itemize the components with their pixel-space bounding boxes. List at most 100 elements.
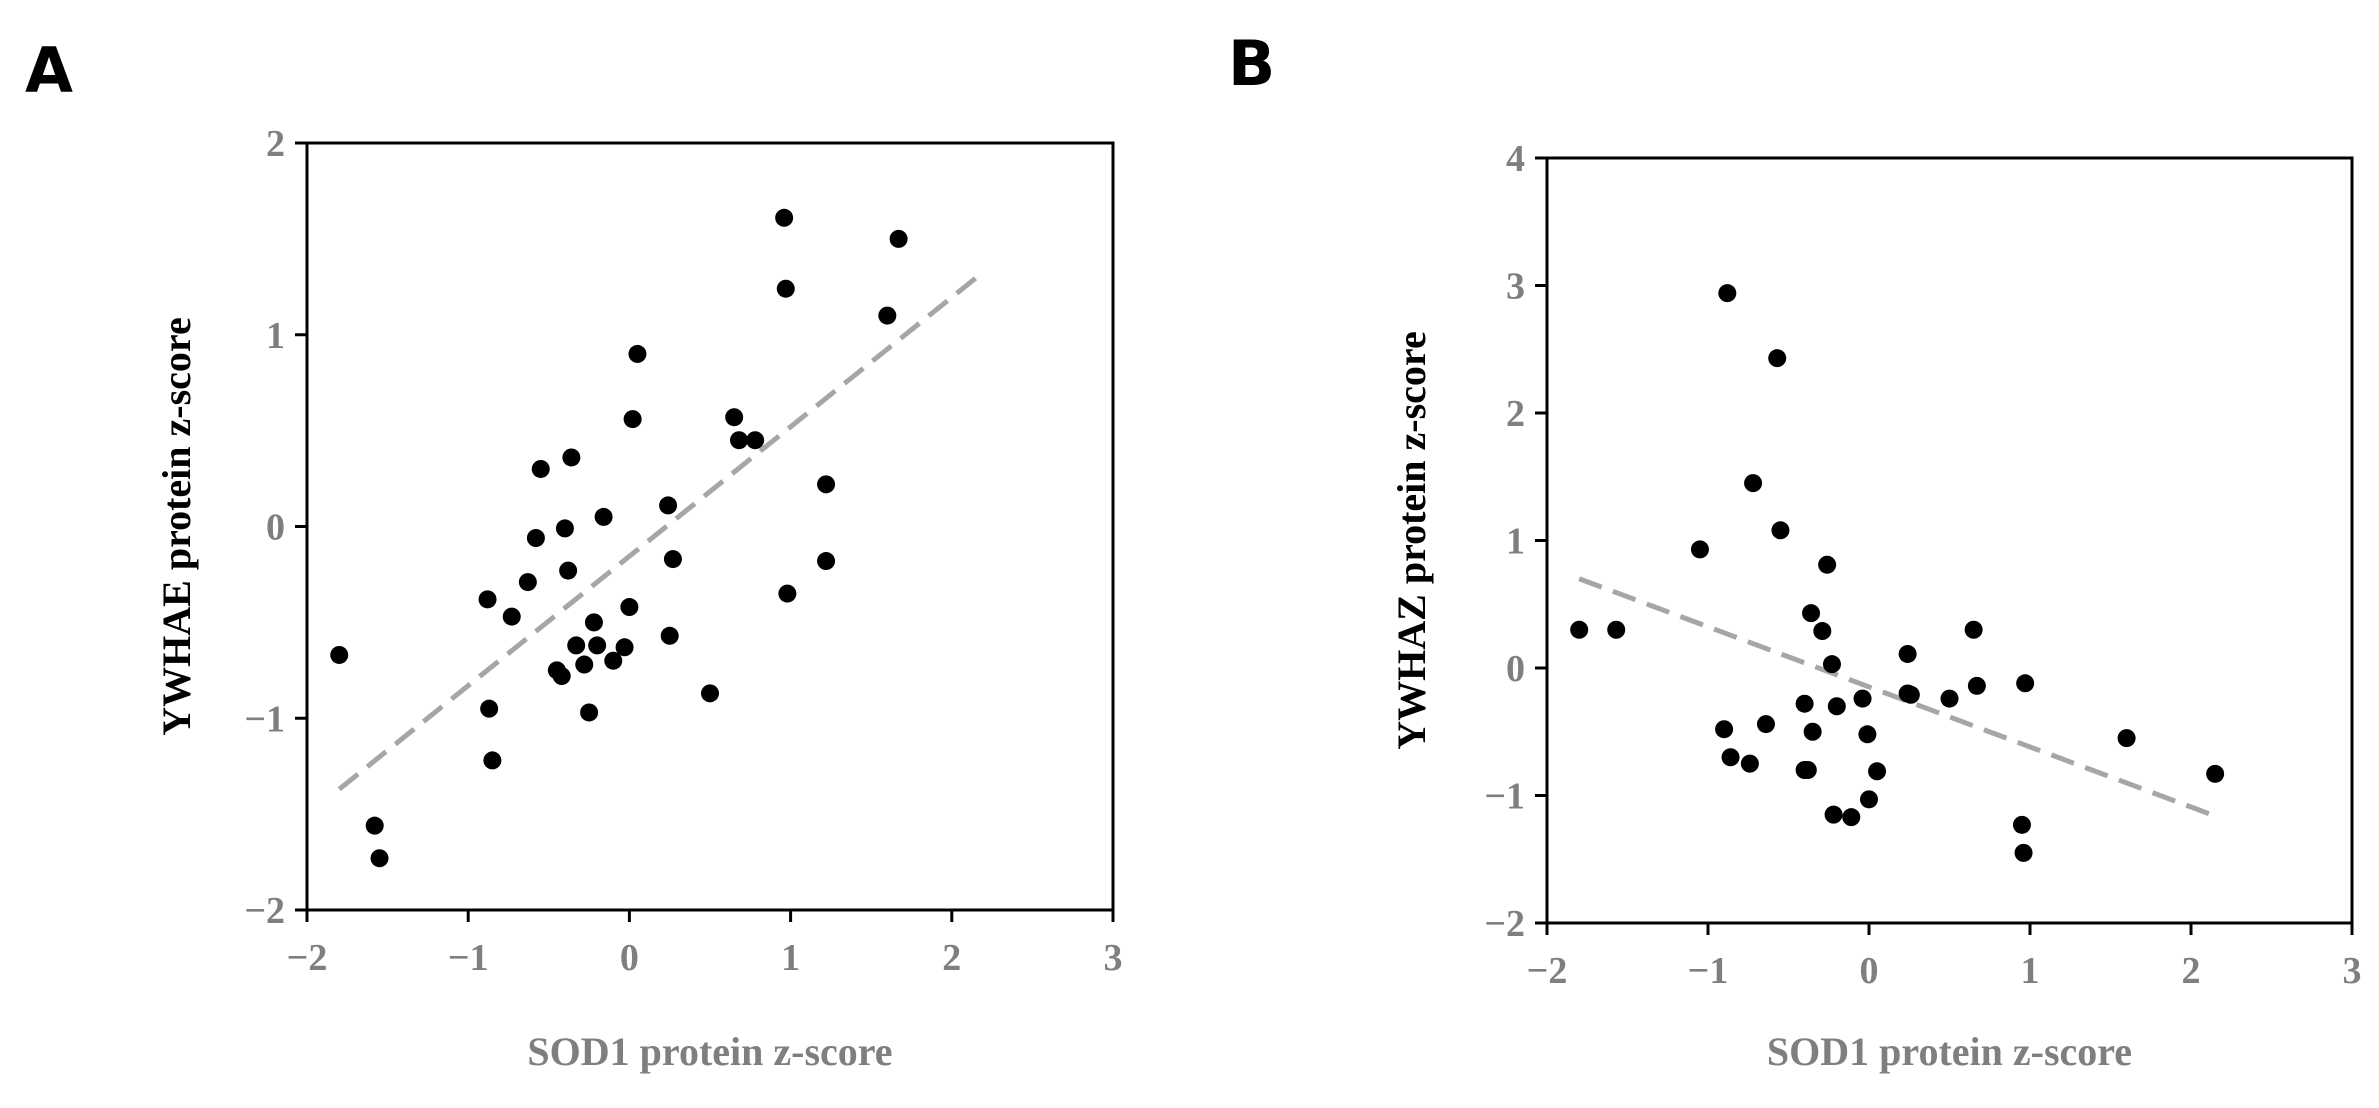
scatter-plot-a: −2 −1 0 1 2 3 −2 −1 0 1 2 SOD1 protein z-score YWHAE… bbox=[154, 123, 1123, 1074]
data-point-a-18 bbox=[584, 613, 603, 632]
plot-frame-a bbox=[305, 141, 1115, 912]
plot-frame-b bbox=[1545, 156, 2354, 925]
data-point-a-4 bbox=[480, 699, 499, 718]
data-point-a-7 bbox=[518, 573, 537, 592]
x-tick-label-a-2: 0 bbox=[620, 937, 639, 979]
data-point-b-23 bbox=[1858, 725, 1877, 744]
data-point-b-8 bbox=[1756, 715, 1775, 734]
data-point-b-20 bbox=[1827, 697, 1846, 716]
y-tick-label-b-4: 2 bbox=[1506, 393, 1525, 435]
y-tick-label-a-3: 1 bbox=[266, 315, 285, 357]
data-point-a-33 bbox=[775, 208, 794, 227]
data-point-b-22 bbox=[1853, 689, 1872, 708]
y-axis-label-b: YWHAZ protein z-score bbox=[1389, 331, 1434, 749]
scatter-plot-b: −2 −1 0 1 2 3 −2 −1 0 1 2 3 4 SOD1 protein z-score YWH… bbox=[1389, 138, 2362, 1074]
data-point-a-17 bbox=[580, 703, 599, 722]
trendline-b bbox=[1578, 576, 2220, 820]
data-point-b-29 bbox=[1940, 689, 1959, 708]
data-point-a-28 bbox=[663, 550, 682, 569]
data-point-b-16 bbox=[1813, 622, 1832, 641]
x-tick-label-a-4: 2 bbox=[942, 937, 961, 979]
data-point-b-5 bbox=[1721, 748, 1740, 767]
x-tick-label-b-1: −1 bbox=[1688, 950, 1729, 992]
data-point-b-6 bbox=[1740, 754, 1759, 773]
data-point-b-17 bbox=[1818, 555, 1837, 574]
y-tick-label-b-0: −2 bbox=[1484, 903, 1525, 945]
data-point-b-4 bbox=[1718, 284, 1737, 303]
data-point-a-31 bbox=[730, 431, 749, 450]
data-point-a-21 bbox=[604, 651, 623, 670]
data-point-b-35 bbox=[2117, 729, 2136, 748]
data-point-b-12 bbox=[1795, 694, 1814, 713]
x-axis-label-b: SOD1 protein z-score bbox=[1767, 1029, 2132, 1074]
y-tick-label-b-5: 3 bbox=[1506, 266, 1525, 308]
data-point-a-0 bbox=[330, 645, 349, 664]
data-point-a-32 bbox=[746, 431, 765, 450]
data-point-b-36 bbox=[2206, 764, 2225, 783]
data-point-a-35 bbox=[778, 584, 797, 603]
data-point-a-2 bbox=[370, 849, 389, 868]
panel-label-a: A bbox=[25, 34, 73, 107]
y-tick-label-a-1: −1 bbox=[244, 698, 285, 740]
data-point-a-22 bbox=[615, 638, 634, 657]
data-point-b-7 bbox=[1744, 474, 1763, 493]
data-point-b-32 bbox=[2012, 815, 2031, 834]
data-point-a-14 bbox=[562, 448, 581, 467]
data-point-a-27 bbox=[660, 626, 679, 645]
data-point-b-34 bbox=[2016, 674, 2035, 693]
data-point-a-8 bbox=[526, 529, 545, 548]
x-tick-label-a-1: −1 bbox=[448, 937, 489, 979]
data-point-a-37 bbox=[817, 552, 836, 571]
y-tick-label-a-2: 0 bbox=[266, 507, 285, 549]
data-point-b-10 bbox=[1771, 521, 1790, 540]
data-point-b-13 bbox=[1798, 761, 1817, 779]
data-point-a-3 bbox=[478, 590, 497, 609]
y-tick-label-b-3: 1 bbox=[1506, 521, 1525, 563]
y-tick-label-a-0: −2 bbox=[244, 890, 285, 932]
data-point-a-12 bbox=[555, 519, 574, 538]
x-axis-label-a: SOD1 protein z-score bbox=[527, 1029, 892, 1074]
data-point-a-11 bbox=[552, 667, 571, 686]
data-point-a-5 bbox=[483, 751, 502, 770]
data-point-a-25 bbox=[628, 344, 647, 363]
data-point-a-23 bbox=[620, 598, 639, 617]
data-point-b-1 bbox=[1607, 620, 1626, 639]
x-tick-label-b-4: 2 bbox=[2182, 950, 2201, 992]
x-tick-label-b-3: 1 bbox=[2021, 950, 2040, 992]
data-point-b-18 bbox=[1822, 655, 1841, 674]
data-point-b-33 bbox=[2014, 843, 2033, 862]
trendline-a bbox=[337, 273, 981, 792]
data-point-b-2 bbox=[1690, 540, 1709, 559]
data-point-b-28 bbox=[1901, 685, 1920, 704]
data-point-a-20 bbox=[594, 507, 613, 526]
data-point-a-39 bbox=[889, 229, 908, 248]
data-point-b-21 bbox=[1842, 808, 1861, 827]
data-point-a-36 bbox=[817, 475, 836, 494]
x-tick-label-a-0: −2 bbox=[287, 937, 328, 979]
data-point-a-24 bbox=[623, 410, 642, 429]
data-point-b-30 bbox=[1964, 620, 1983, 639]
y-tick-label-b-2: 0 bbox=[1506, 648, 1525, 690]
data-point-a-15 bbox=[567, 636, 586, 655]
data-point-a-34 bbox=[776, 279, 795, 298]
data-point-a-30 bbox=[725, 408, 744, 427]
data-point-a-13 bbox=[559, 561, 578, 580]
panel-label-b: B bbox=[1228, 27, 1275, 100]
data-point-a-19 bbox=[588, 636, 607, 655]
x-tick-label-a-5: 3 bbox=[1104, 937, 1123, 979]
x-tick-label-b-0: −2 bbox=[1527, 950, 1568, 992]
data-point-b-25 bbox=[1868, 762, 1887, 781]
data-point-a-6 bbox=[502, 607, 521, 626]
data-point-b-19 bbox=[1824, 805, 1843, 824]
data-point-a-16 bbox=[575, 655, 594, 674]
data-point-b-9 bbox=[1768, 349, 1787, 368]
y-tick-label-b-1: −1 bbox=[1484, 776, 1525, 818]
x-tick-label-b-5: 3 bbox=[2343, 950, 2362, 992]
y-tick-label-b-6: 4 bbox=[1506, 138, 1525, 180]
data-point-b-15 bbox=[1803, 722, 1822, 741]
data-point-b-0 bbox=[1570, 620, 1589, 639]
data-point-a-26 bbox=[659, 496, 678, 515]
data-point-a-29 bbox=[701, 684, 719, 703]
data-point-a-9 bbox=[531, 459, 550, 478]
